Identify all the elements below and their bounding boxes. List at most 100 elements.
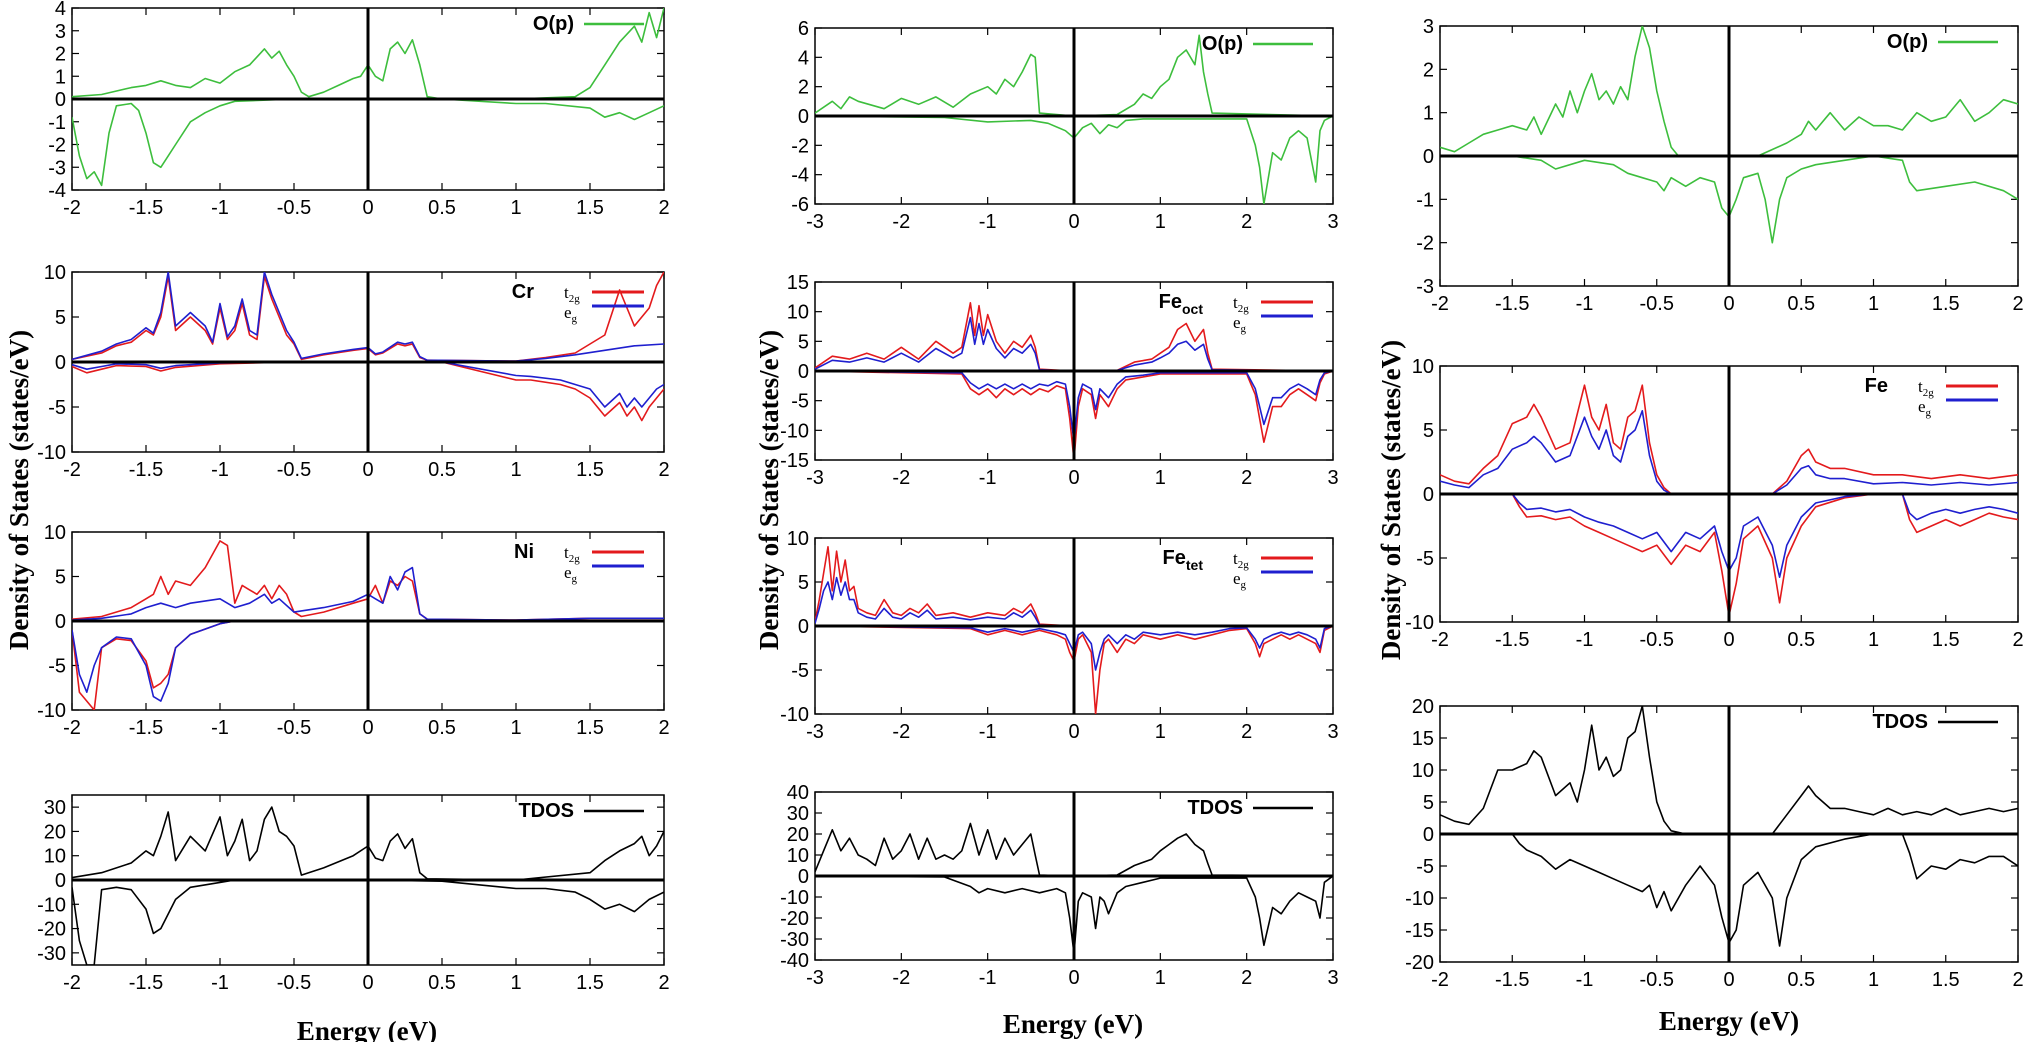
c2-tdos-legend-label: TDOS xyxy=(1187,797,1243,819)
c1-tdos-legend: TDOS xyxy=(518,800,644,822)
c3-fe-xtick-label-7: 1.5 xyxy=(1932,629,1960,651)
c2-feoct-ytick-label-2: -5 xyxy=(791,391,809,413)
c2-fetet-ytick-label-2: 0 xyxy=(798,616,809,638)
c3-op-series-0 xyxy=(1440,26,2018,157)
c3-op-xtick-label-7: 1.5 xyxy=(1932,293,1960,315)
c1-cr-xtick-label-2: -1 xyxy=(211,459,229,481)
c1-cr-xtick-label-7: 1.5 xyxy=(576,459,604,481)
c2-op-ytick-label-0: -6 xyxy=(791,194,809,216)
c2-tdos-ytick-label-3: -10 xyxy=(780,887,809,909)
c2-feoct-legend-atom: Feoct xyxy=(1159,291,1204,317)
c2-op-ytick-label-1: -4 xyxy=(791,165,809,187)
c1-op-ytick-label-1: -3 xyxy=(48,157,66,179)
c1-cr-xtick-label-3: -0.5 xyxy=(277,459,311,481)
c2-tdos-xtick-label-2: -1 xyxy=(979,967,997,989)
c3-fe-series-2 xyxy=(1440,493,2018,617)
c1-cr-legend-t2g: t2g xyxy=(564,283,580,305)
c2-tdos-xtick-label-0: -3 xyxy=(806,967,824,989)
c3-fe-xtick-label-0: -2 xyxy=(1431,629,1449,651)
col3-ylabel: Density of States (states/eV) xyxy=(1376,340,1406,660)
c3-op-xtick-label-0: -2 xyxy=(1431,293,1449,315)
c2-tdos-ytick-label-8: 40 xyxy=(787,782,809,804)
c3-op-ytick-label-6: 3 xyxy=(1423,16,1434,38)
c3-tdos-ytick-label-2: -10 xyxy=(1405,888,1434,910)
c1-tdos-ytick-label-2: -10 xyxy=(37,894,66,916)
c3-fe-series-0 xyxy=(1440,384,2018,495)
c3-tdos-xtick-label-2: -1 xyxy=(1576,969,1594,991)
c2-feoct-ytick-label-1: -10 xyxy=(780,420,809,442)
c3-tdos-xtick-label-0: -2 xyxy=(1431,969,1449,991)
c1-op-ytick-label-5: 1 xyxy=(55,66,66,88)
c2-feoct-legend-t2g-sub: 2g xyxy=(1238,303,1250,315)
c2-fetet-xtick-label-0: -3 xyxy=(806,721,824,743)
c2-op-xtick-label-2: -1 xyxy=(979,211,997,233)
c3-fe-xtick-label-8: 2 xyxy=(2012,629,2023,651)
c2-fetet-legend-eg: eg xyxy=(1233,569,1247,591)
c1-cr-ytick-label-3: 5 xyxy=(55,307,66,329)
c1-ni-legend-eg-sub: g xyxy=(572,573,578,585)
c2-feoct-xtick-label-0: -3 xyxy=(806,467,824,489)
c2-feoct-xtick-label-2: -1 xyxy=(979,467,997,489)
c2-op-ytick-label-4: 2 xyxy=(798,77,809,99)
c3-tdos-ytick-label-3: -5 xyxy=(1416,856,1434,878)
c3-fe-ytick-label-2: 0 xyxy=(1423,484,1434,506)
c1-cr-legend-eg: eg xyxy=(564,303,578,325)
c2-fetet-xtick-label-4: 1 xyxy=(1155,721,1166,743)
c2-tdos-legend: TDOS xyxy=(1187,797,1313,819)
c1-op-series-0 xyxy=(72,8,664,100)
c1-ni-ytick-label-4: 10 xyxy=(44,522,66,544)
c2-fetet-series-1 xyxy=(815,576,1333,627)
c2-fetet-legend-t2g: t2g xyxy=(1233,549,1249,571)
c1-op-ytick-label-0: -4 xyxy=(48,180,66,202)
c2-op-xtick-label-1: -2 xyxy=(892,211,910,233)
c2-feoct-ytick-label-6: 15 xyxy=(787,272,809,294)
c1-tdos-series-1 xyxy=(72,879,664,965)
c1-ni-ytick-label-3: 5 xyxy=(55,567,66,589)
c3-tdos-xtick-label-4: 0 xyxy=(1723,969,1734,991)
c3-op-xtick-label-1: -1.5 xyxy=(1495,293,1529,315)
c3-op-legend: O(p) xyxy=(1887,31,1998,53)
col1-xlabel: Energy (eV) xyxy=(297,1016,437,1042)
c3-fe-legend-t2g-sub: 2g xyxy=(1923,387,1935,399)
c2-fetet-ytick-label-0: -10 xyxy=(780,704,809,726)
c2-op-panel: -3 -2 -1 0 1 2 3 -6 -4 -2 0 2 4 6 O(p) xyxy=(791,18,1338,233)
c2-op-ytick-label-5: 4 xyxy=(798,47,809,69)
c3-fe-legend-eg-sub: g xyxy=(1926,407,1932,419)
c1-ni-legend-t2g: t2g xyxy=(564,543,580,565)
c1-op-ytick-label-8: 4 xyxy=(55,0,66,20)
c3-tdos-ytick-label-5: 5 xyxy=(1423,792,1434,814)
c2-tdos-ytick-label-4: 0 xyxy=(798,866,809,888)
c1-cr-xtick-label-4: 0 xyxy=(362,459,373,481)
c1-ni-series-0 xyxy=(72,540,664,621)
c1-cr-ytick-label-0: -10 xyxy=(37,442,66,464)
c1-op-series-1 xyxy=(72,98,664,187)
panels: -2 -1.5 -1 -0.5 0 0.5 1 1.5 2-4-3-2-101234O(p)-2… xyxy=(37,0,2023,994)
c2-fetet-series-0 xyxy=(815,545,1333,627)
c1-cr-xtick-label-6: 1 xyxy=(510,459,521,481)
col2-ylabel: Density of States (states/eV) xyxy=(754,330,784,650)
c3-tdos-ytick-label-7: 15 xyxy=(1412,728,1434,750)
c2-tdos-xtick-label-6: 3 xyxy=(1327,967,1338,989)
col2-xlabel: Energy (eV) xyxy=(1003,1009,1143,1039)
c2-fetet-series-2 xyxy=(815,625,1333,714)
c2-op-ytick-label-2: -2 xyxy=(791,135,809,157)
c3-op-ytick-label-2: -1 xyxy=(1416,189,1434,211)
c1-op-xtick-label-8: 2 xyxy=(658,197,669,219)
c2-op-xtick-label-6: 3 xyxy=(1327,211,1338,233)
c1-op-xtick-label-2: -1 xyxy=(211,197,229,219)
c3-op-xtick-label-8: 2 xyxy=(2012,293,2023,315)
c3-fe-series-3 xyxy=(1440,493,2018,579)
c1-tdos-xtick-label-5: 0.5 xyxy=(428,972,456,994)
c3-fe-xtick-label-2: -1 xyxy=(1576,629,1594,651)
c1-cr-series-1 xyxy=(72,272,664,362)
c1-ni-xtick-label-2: -1 xyxy=(211,717,229,739)
c2-op-legend: O(p) xyxy=(1202,33,1313,55)
c1-tdos-xtick-label-0: -2 xyxy=(63,972,81,994)
c2-op-legend-label: O(p) xyxy=(1202,33,1243,55)
c2-op-series-0 xyxy=(815,34,1333,117)
